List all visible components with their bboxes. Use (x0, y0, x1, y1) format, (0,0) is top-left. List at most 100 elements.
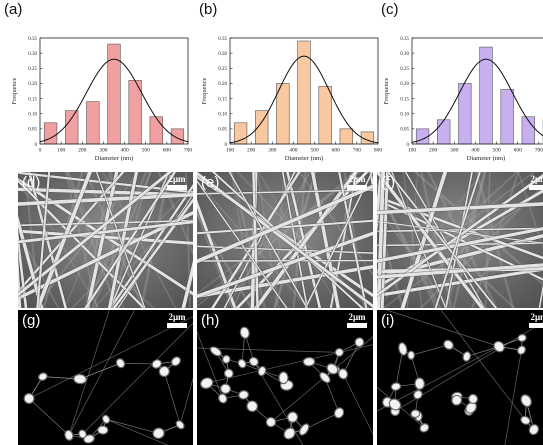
y-tick-label: 0.25 (28, 67, 37, 72)
x-tick-label: 200 (247, 148, 256, 154)
beaded-network-i (377, 310, 543, 445)
fiber (377, 226, 543, 263)
bead (219, 394, 227, 403)
y-tick-label: 0.25 (218, 67, 227, 72)
fiber (391, 172, 447, 308)
fiber-strand (197, 347, 340, 353)
bead (221, 384, 230, 393)
gaussian-fit-curve (229, 55, 379, 144)
bead (153, 428, 164, 438)
histogram-bar (65, 110, 79, 145)
panel-c-label: (c) (381, 1, 399, 18)
scale-bar-i-line (529, 323, 543, 328)
bead (238, 360, 246, 368)
fiber (197, 245, 373, 254)
bead (327, 364, 338, 374)
fiber-strand (504, 350, 522, 445)
fiber (377, 263, 543, 279)
y-tick-label: 0.10 (28, 113, 37, 118)
bead (240, 327, 249, 338)
bead (201, 378, 213, 388)
histogram-bar (458, 83, 472, 145)
y-tick-label: 0.30 (400, 52, 409, 57)
background-fiber (419, 172, 453, 308)
bead (452, 396, 461, 405)
x-tick-label: 500 (492, 148, 501, 154)
bead (250, 358, 258, 366)
background-fiber (444, 172, 487, 308)
histogram-bar (500, 89, 514, 145)
x-tick-label: 600 (514, 148, 523, 154)
y-tick-label: 0 (225, 143, 228, 148)
fiber (197, 231, 373, 299)
y-tick-label: 0.20 (28, 82, 37, 87)
fiber-strand (28, 316, 193, 399)
bead (103, 415, 109, 423)
y-tick-label: 0.05 (400, 128, 409, 133)
bead (521, 395, 531, 406)
x-tick-label: 600 (332, 148, 341, 154)
scale-bar-h: 2μm (347, 313, 367, 328)
panel-a-label: (a) (4, 1, 23, 18)
fiber-strand (411, 344, 449, 356)
fiber-strand (68, 310, 135, 436)
fiber-strand (179, 377, 193, 425)
gaussian-fit-curve (39, 58, 189, 143)
bead (494, 342, 504, 352)
bead (98, 426, 108, 434)
fiber (18, 178, 146, 308)
panel-g-label: (g) (22, 312, 41, 329)
fiber-strand (105, 418, 159, 434)
bead (65, 431, 73, 440)
fiber-mat-d (18, 172, 193, 308)
fiber (387, 172, 498, 308)
fiber (95, 172, 146, 308)
scale-bar-f-line (529, 185, 543, 190)
y-tick-label: 0.10 (218, 113, 227, 118)
bead (258, 367, 266, 375)
fiber (197, 179, 288, 308)
fiber (18, 172, 173, 297)
y-tick-label: 0 (407, 143, 410, 148)
beaded-network-h (197, 310, 373, 445)
x-tick-label: 500 (142, 148, 151, 154)
bead (159, 367, 169, 376)
fiber-strand (440, 310, 526, 421)
bead (420, 424, 429, 432)
fiber (404, 172, 486, 308)
histogram-chart-a: 0 0.05 0.10 0.15 0.20 0.25 0.30 0.35 0 100 200 300 4… (11, 37, 193, 162)
x-tick-label: 200 (78, 148, 87, 154)
histogram-bar (233, 122, 248, 145)
plot-frame (411, 37, 543, 145)
bead (466, 402, 476, 413)
bead (399, 343, 407, 355)
histogram-bar (86, 101, 100, 145)
fiber-strand (466, 346, 500, 357)
sem-image-e: (e) 2μm (197, 172, 373, 308)
fiber (377, 202, 543, 215)
panel-h-label: (h) (201, 312, 220, 329)
bead (152, 360, 161, 368)
scale-bar-i-text: 2μm (530, 312, 543, 322)
plot-frame (39, 37, 189, 145)
fiber-strand (342, 342, 360, 375)
scale-bar-g-text: 2μm (168, 312, 186, 322)
y-tick-label: 0.05 (218, 128, 227, 133)
bead (117, 359, 124, 368)
panel-f-label: (f) (381, 174, 396, 191)
bead (74, 375, 86, 384)
x-axis-label: Diameter (nm) (95, 155, 133, 162)
bead (408, 351, 414, 359)
scale-bar-h-text: 2μm (348, 312, 366, 322)
fiber-strand (385, 310, 500, 347)
fiber-strand (324, 377, 340, 413)
beaded-network-g (18, 310, 193, 445)
bead (84, 435, 94, 443)
x-axis-label: Diameter (nm) (285, 155, 323, 162)
x-tick-label: 700 (184, 148, 193, 154)
x-tick-label: 100 (57, 148, 66, 154)
y-tick-label: 0.20 (218, 82, 227, 87)
fiber (434, 172, 481, 308)
y-tick-label: 0.10 (400, 113, 409, 118)
fiber (400, 172, 448, 308)
